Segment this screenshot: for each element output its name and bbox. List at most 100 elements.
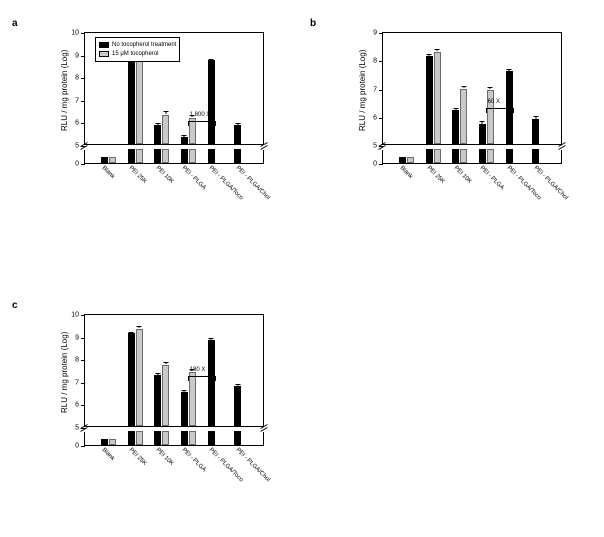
y-tick-label: 6 — [75, 120, 85, 127]
annotation-text: 60 X — [488, 99, 500, 105]
bar-s2-lower — [109, 157, 116, 163]
error-cap — [137, 326, 142, 327]
legend-row: 15 μM tocopherol — [99, 50, 176, 58]
bar-s2-lower — [460, 149, 467, 163]
error-cap — [533, 116, 538, 117]
bar-s1-lower — [208, 149, 215, 163]
error-cap — [235, 123, 240, 124]
bar-s1-lower — [506, 149, 513, 163]
bar-s2-lower — [189, 431, 196, 445]
axis-break-right — [558, 142, 566, 150]
annotation-bracket — [188, 121, 215, 122]
bar-s1-lower — [128, 149, 135, 163]
y-tick-label: 8 — [75, 75, 85, 82]
x-tick-label: PEI - PLGA — [181, 445, 209, 473]
y-tick-label: 0 — [373, 161, 383, 168]
x-tick-label: PEI 25K — [128, 445, 150, 467]
bar-s2 — [162, 115, 169, 144]
error-cap — [163, 362, 168, 363]
x-tick-label: PEI 25K — [426, 163, 448, 185]
error-cap — [209, 338, 214, 339]
bar-s1 — [208, 340, 215, 426]
bar-s1 — [452, 110, 459, 144]
y-tick-label: 7 — [373, 86, 383, 93]
annotation-bracket-tick — [215, 121, 216, 126]
chart-a: 56789101,800 XNo tocopherol treatment15 … — [50, 30, 270, 210]
bar-s1 — [532, 119, 539, 144]
bar-s1-lower — [154, 431, 161, 445]
bar-s2-lower — [189, 149, 196, 163]
y-tick-label: 10 — [71, 312, 85, 319]
bar-s2 — [460, 89, 467, 144]
y-axis-label: RLU / mg protein (Log) — [358, 50, 367, 131]
bar-s1 — [234, 386, 241, 426]
bar-s1-lower — [154, 149, 161, 163]
bar-s2-lower — [136, 431, 143, 445]
error-cap — [155, 123, 160, 124]
annotation-bracket-tick — [188, 121, 189, 126]
axis-break-right — [260, 424, 268, 432]
bar-s2 — [162, 365, 169, 426]
error-cap — [435, 49, 440, 50]
error-cap — [182, 135, 187, 136]
bar-s2-lower — [487, 149, 494, 163]
annotation-bracket-tick — [215, 376, 216, 381]
y-tick-label: 7 — [75, 379, 85, 386]
error-cap — [427, 54, 432, 55]
bar-s2-lower — [109, 439, 116, 445]
bar-s1-lower — [479, 149, 486, 163]
annotation-text: 1,800 X — [190, 112, 211, 118]
error-cap — [461, 86, 466, 87]
annotation-bracket-tick — [513, 108, 514, 113]
annotation-bracket — [486, 108, 513, 109]
bar-s1 — [154, 375, 161, 426]
error-cap — [182, 390, 187, 391]
x-tick-label: PEI 10K — [154, 445, 176, 467]
y-tick-label: 9 — [75, 334, 85, 341]
bar-s2 — [136, 329, 143, 426]
y-tick-label: 0 — [75, 443, 85, 450]
bar-s1-lower — [128, 431, 135, 445]
y-tick-label: 8 — [373, 58, 383, 65]
x-tick-label: PEI - PLGA — [479, 163, 507, 191]
panel-label-a: a — [12, 18, 18, 29]
y-tick-label: 6 — [373, 114, 383, 121]
bar-s1 — [426, 56, 433, 144]
axis-break-right — [260, 142, 268, 150]
annotation-text: 180 X — [190, 367, 206, 373]
annotation-bracket — [188, 376, 215, 377]
x-tick-label: PEI 10K — [452, 163, 474, 185]
figure-page: a 56789101,800 XNo tocopherol treatment15… — [0, 0, 604, 537]
chart-b: 5678960 X0BlankPEI 25KPEI 10KPEI - PLGAP… — [348, 30, 568, 210]
error-cap — [209, 59, 214, 60]
bar-s2-lower — [136, 149, 143, 163]
bar-s2-lower — [162, 431, 169, 445]
legend-swatch — [99, 42, 109, 48]
x-tick-label: Blank — [101, 445, 118, 462]
legend-swatch — [99, 51, 109, 57]
legend-label: 15 μM tocopherol — [112, 50, 158, 58]
bar-s1 — [128, 333, 135, 426]
y-tick-label: 9 — [373, 30, 383, 37]
bar-s1-lower — [208, 431, 215, 445]
axis-break-left — [378, 142, 386, 150]
chart-c: 5678910180 X0BlankPEI 25KPEI 10KPEI - PL… — [50, 312, 270, 492]
plot-lower: 0BlankPEI 25KPEI 10KPEI - PLGAPEI - PLGA… — [84, 150, 264, 164]
error-cap — [507, 69, 512, 70]
annotation-bracket-tick — [486, 108, 487, 113]
y-tick-label: 6 — [75, 402, 85, 409]
bar-s1 — [479, 124, 486, 144]
bar-s2-lower — [407, 157, 414, 163]
x-tick-label: Blank — [101, 163, 118, 180]
panel-label-b: b — [310, 18, 316, 29]
bar-s1-lower — [234, 431, 241, 445]
plot-upper: 56789101,800 XNo tocopherol treatment15 … — [84, 32, 264, 145]
error-cap — [488, 87, 493, 88]
plot-lower: 0BlankPEI 25KPEI 10KPEI - PLGAPEI - PLGA… — [382, 150, 562, 164]
error-cap — [453, 108, 458, 109]
bar-s1-lower — [532, 149, 539, 163]
error-cap — [163, 111, 168, 112]
bar-s1-lower — [426, 149, 433, 163]
y-tick-label: 0 — [75, 161, 85, 168]
x-tick-label: PEI 10K — [154, 163, 176, 185]
